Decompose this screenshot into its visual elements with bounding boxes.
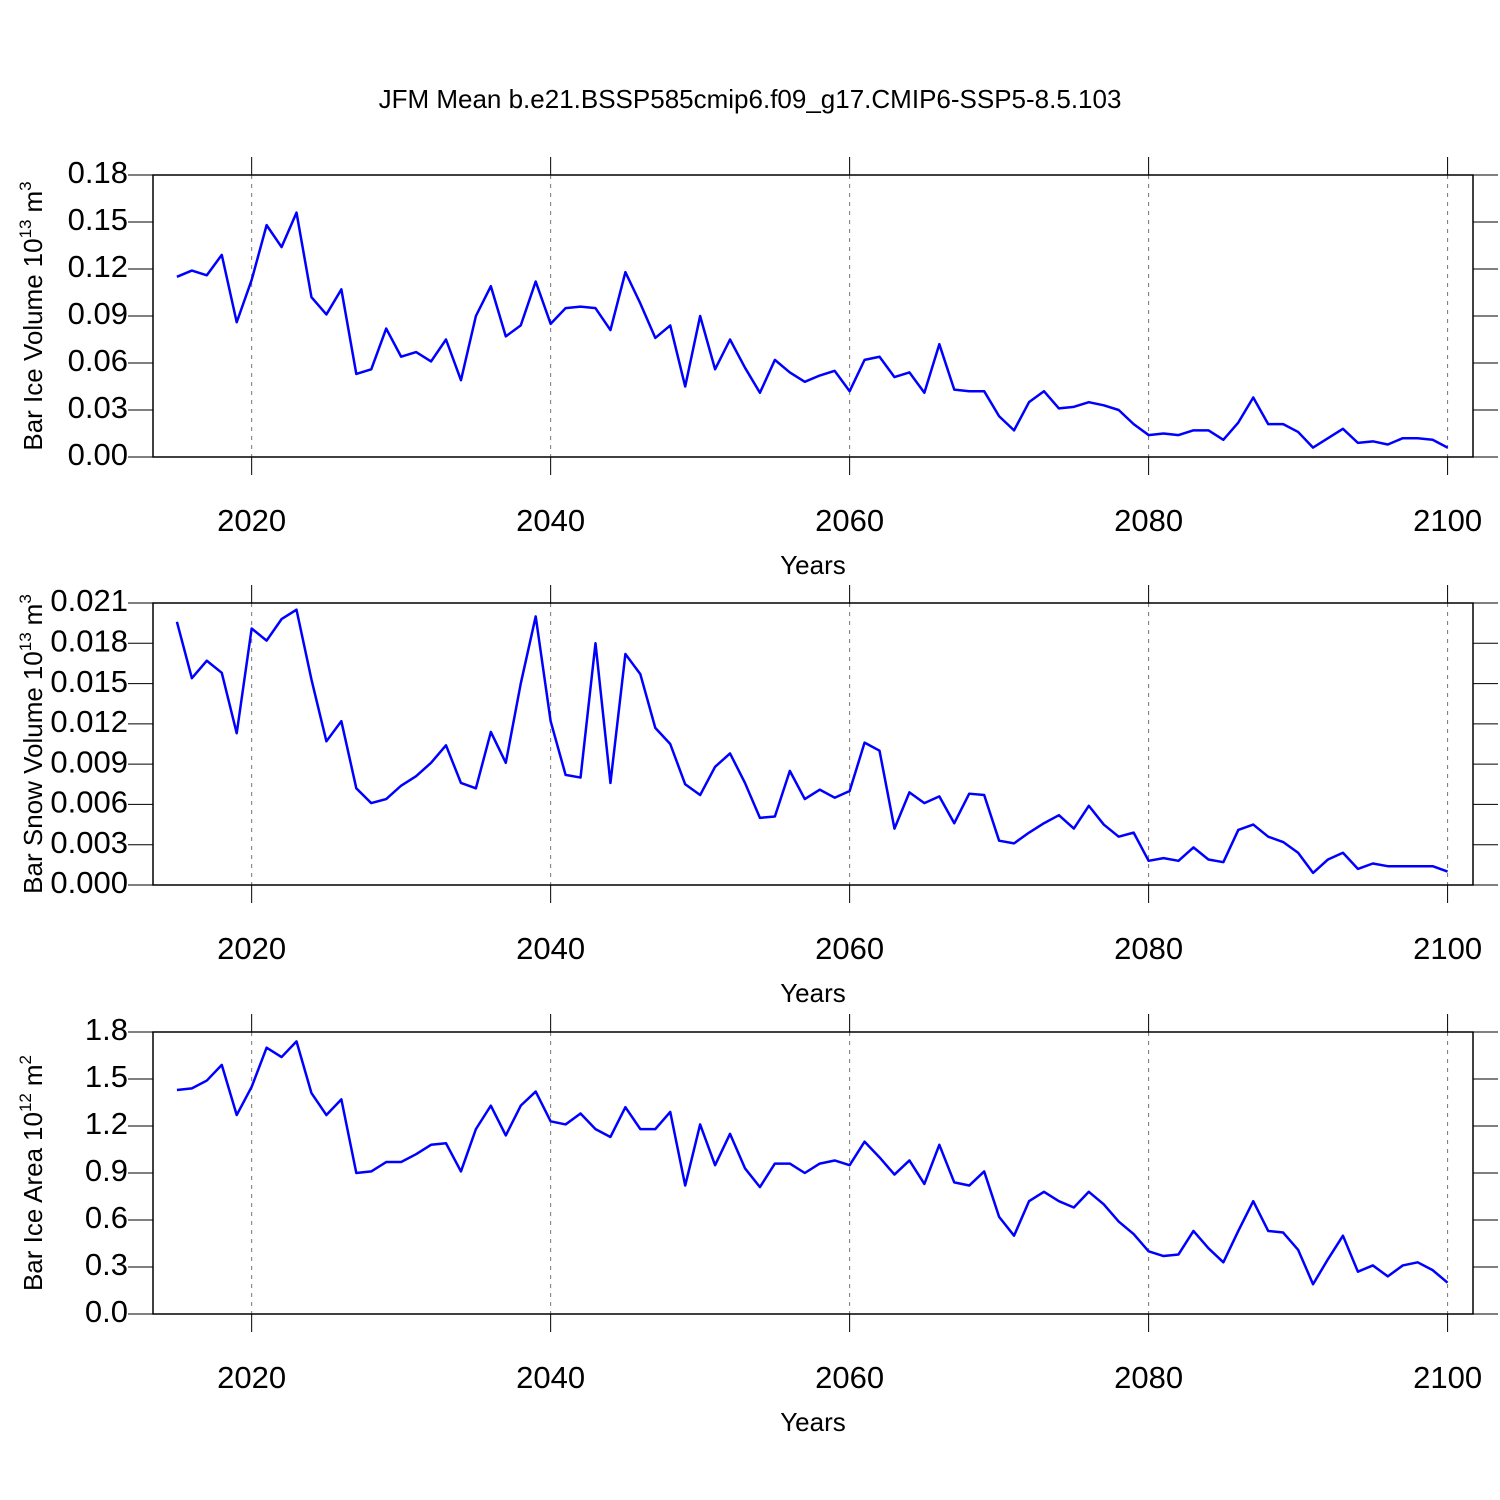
y-tick-label: 0.006 bbox=[50, 785, 128, 820]
x-tick-label: 2020 bbox=[217, 931, 286, 966]
y-tick-label: 0.18 bbox=[68, 155, 128, 190]
x-tick-label: 2080 bbox=[1114, 1360, 1183, 1395]
x-tick-label: 2040 bbox=[516, 1360, 585, 1395]
x-tick-label: 2060 bbox=[815, 931, 884, 966]
x-tick-label: 2080 bbox=[1114, 931, 1183, 966]
y-tick-label: 0.6 bbox=[85, 1200, 128, 1235]
y-axis-label-exponent: 12 bbox=[16, 1093, 35, 1112]
y-tick-label: 0.003 bbox=[50, 825, 128, 860]
x-tick-label: 2060 bbox=[815, 503, 884, 538]
y-axis-label-exponent: 3 bbox=[16, 594, 35, 603]
y-axis-label-scale: 10 bbox=[18, 1112, 48, 1141]
y-axis-label-unit: m bbox=[18, 191, 48, 213]
y-tick-label: 0.06 bbox=[68, 343, 128, 378]
y-tick-label: 0.03 bbox=[68, 390, 128, 425]
y-tick-label: 0.021 bbox=[50, 583, 128, 618]
y-axis-label-text: Bar Ice Volume bbox=[18, 274, 48, 450]
y-axis-label-exponent: 13 bbox=[16, 219, 35, 238]
plot-frame bbox=[152, 174, 1474, 458]
y-axis-label: Bar Ice Area 1012 m2 bbox=[16, 1055, 48, 1291]
y-tick-label: 0.9 bbox=[85, 1153, 128, 1188]
y-tick-label: 0.12 bbox=[68, 249, 128, 284]
y-tick-label: 1.2 bbox=[85, 1106, 128, 1141]
y-axis-label-unit: m bbox=[18, 1064, 48, 1086]
y-axis-label-exponent: 3 bbox=[16, 181, 35, 190]
x-tick-label: 2020 bbox=[217, 503, 286, 538]
x-tick-label: 2040 bbox=[516, 931, 585, 966]
y-tick-label: 0.015 bbox=[50, 664, 128, 699]
x-axis-label: Years bbox=[780, 550, 846, 580]
x-tick-label: 2060 bbox=[815, 1360, 884, 1395]
x-tick-label: 2020 bbox=[217, 1360, 286, 1395]
y-tick-label: 0.15 bbox=[68, 202, 128, 237]
x-tick-label: 2040 bbox=[516, 503, 585, 538]
y-axis-label-text: Bar Ice Area bbox=[18, 1147, 48, 1291]
y-tick-label: 0.000 bbox=[50, 865, 128, 900]
y-axis-label-exponent: 13 bbox=[16, 632, 35, 651]
y-tick-label: 1.5 bbox=[85, 1059, 128, 1094]
y-tick-label: 0.009 bbox=[50, 744, 128, 779]
data-line bbox=[176, 211, 1449, 449]
data-line bbox=[176, 1040, 1449, 1286]
y-axis-label: Bar Snow Volume 1013 m3 bbox=[16, 594, 48, 894]
y-tick-label: 0.018 bbox=[50, 623, 128, 658]
y-axis-label: Bar Ice Volume 1013 m3 bbox=[16, 181, 48, 450]
x-axis-label: Years bbox=[780, 978, 846, 1008]
y-tick-label: 0.00 bbox=[68, 437, 128, 472]
y-tick-label: 0.09 bbox=[68, 296, 128, 331]
y-axis-label-unit: m bbox=[18, 604, 48, 626]
x-tick-label: 2100 bbox=[1413, 503, 1482, 538]
plot-frame bbox=[152, 602, 1474, 886]
x-tick-label: 2100 bbox=[1413, 931, 1482, 966]
y-tick-label: 1.8 bbox=[85, 1012, 128, 1047]
y-tick-label: 0.0 bbox=[85, 1294, 128, 1329]
y-tick-label: 0.3 bbox=[85, 1247, 128, 1282]
y-axis-label-exponent: 2 bbox=[16, 1055, 35, 1064]
y-axis-label-scale: 10 bbox=[18, 238, 48, 267]
x-axis-label: Years bbox=[780, 1407, 846, 1437]
y-axis-label-scale: 10 bbox=[18, 651, 48, 680]
x-tick-label: 2100 bbox=[1413, 1360, 1482, 1395]
plot-frame bbox=[152, 1031, 1474, 1315]
chart-title: JFM Mean b.e21.BSSP585cmip6.f09_g17.CMIP… bbox=[379, 84, 1122, 114]
y-tick-label: 0.012 bbox=[50, 704, 128, 739]
y-axis-label-text: Bar Snow Volume bbox=[18, 687, 48, 894]
data-line bbox=[175, 608, 1449, 875]
x-tick-label: 2080 bbox=[1114, 503, 1183, 538]
